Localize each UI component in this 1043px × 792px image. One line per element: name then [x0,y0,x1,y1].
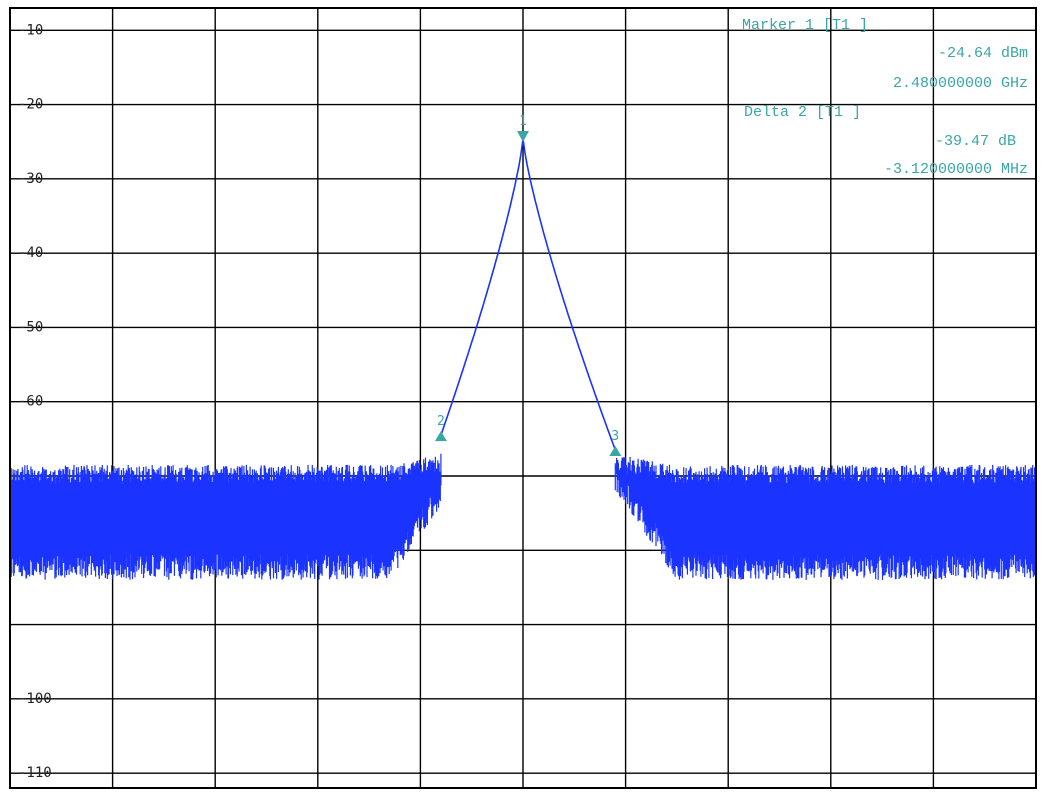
marker-2-label: 2 [437,414,445,429]
marker-3-label: 3 [611,429,619,444]
marker-1-symbol [517,131,529,143]
y-tick-label: -10 [18,22,43,38]
marker-info-panel: Marker 1 [T1 ] -24.64 dBm 2.480000000 GH… [742,17,1028,178]
carrier-peak [440,138,617,451]
marker-info-line-3: 2.480000000 GHz [893,75,1028,92]
y-tick-label: -30 [18,171,43,187]
marker-1-label: 1 [519,114,527,129]
y-tick-label: -40 [18,245,43,261]
marker-info-line-1: Marker 1 [T1 ] [742,17,868,34]
y-tick-label: -60 [18,394,43,410]
marker-info-line-6: -3.120000000 MHz [884,161,1028,178]
y-tick-label: -110 [18,765,52,781]
marker-info-line-2: -24.64 dBm [938,45,1028,62]
marker-symbols: 1 2 3 [434,114,622,456]
marker-info-line-4: Delta 2 [T1 ] [744,104,861,121]
marker-2-symbol [434,431,447,442]
plot-frame [9,7,1037,789]
y-tick-label: -50 [18,319,43,335]
grid [10,8,1036,788]
marker-info-line-5: -39.47 dB [935,133,1016,150]
marker-3-symbol [609,446,622,456]
y-tick-label: -20 [18,97,43,113]
y-tick-label: -100 [18,691,52,707]
y-tick-labels: -10 -20 -30 -40 -50 -60 -100 -110 [18,22,52,781]
